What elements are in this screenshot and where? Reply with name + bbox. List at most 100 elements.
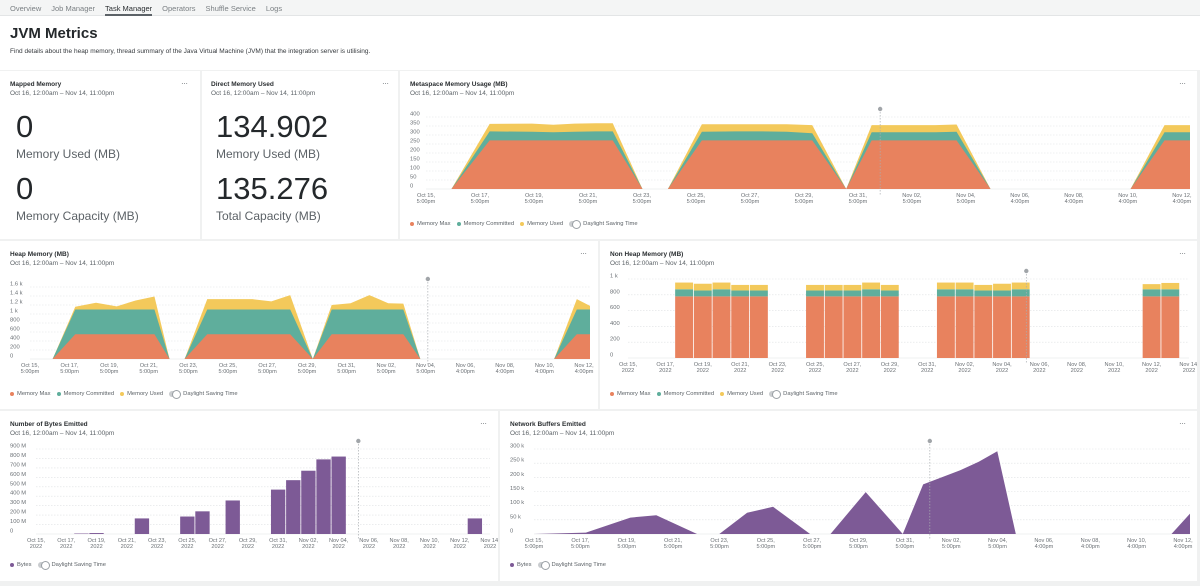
x-tick-line1: Oct 15, (525, 538, 543, 544)
more-options-button[interactable]: ··· (1179, 419, 1186, 428)
legend-label: Memory Used (127, 391, 164, 397)
y-tick-label: 1.2 k (10, 300, 23, 306)
memory-max-bar (712, 296, 731, 358)
memory-capacity-label: Memory Capacity (MB) (16, 209, 139, 223)
x-tick-label: Nov 08,4:00pm (1064, 193, 1084, 205)
y-tick-label: 800 (610, 289, 620, 295)
x-tick-label: Nov 08,2022 (390, 538, 410, 550)
toggle-switch[interactable] (37, 561, 50, 570)
x-tick-line1: Nov 10, (420, 538, 440, 544)
x-tick-label: Nov 02,5:00pm (942, 538, 962, 550)
x-tick-line1: Oct 15, (27, 538, 45, 544)
tab-logs[interactable]: Logs (265, 4, 283, 13)
x-tick-line2: 5:00pm (525, 199, 544, 205)
legend-item[interactable]: Memory Max (10, 391, 51, 397)
tab-shuffle-service[interactable]: Shuffle Service (205, 4, 256, 13)
x-tick-label: Oct 17,5:00pm (60, 363, 79, 375)
network-buffers-chart-card: Network Buffers Emitted Oct 16, 12:00am –… (500, 411, 1197, 581)
y-tick-label: 300 M (10, 500, 26, 506)
memory-committed-bar (955, 289, 974, 297)
more-options-button[interactable]: ··· (1179, 79, 1186, 88)
more-options-button[interactable]: ··· (181, 79, 188, 88)
x-tick-line2: 2022 (921, 368, 933, 374)
x-tick-line2: 4:00pm (1035, 544, 1054, 550)
legend-item[interactable]: Memory Committed (56, 391, 114, 397)
tab-job-manager[interactable]: Job Manager (51, 4, 96, 13)
y-tick-label: 100 k (510, 500, 524, 506)
x-tick-label: Nov 04,5:00pm (416, 363, 436, 375)
legend-item[interactable]: Memory Used (120, 391, 163, 397)
page-title: JVM Metrics (10, 25, 98, 42)
chart-date-range: Oct 16, 12:00am – Nov 14, 11:00pm (10, 430, 115, 437)
bytes-bar (316, 459, 331, 534)
x-tick-label: Nov 06,2022 (359, 538, 379, 550)
memory-max-bar (749, 296, 768, 358)
more-options-button[interactable]: ··· (480, 419, 487, 428)
x-tick-line1: Oct 19, (618, 538, 636, 544)
more-options-button[interactable]: ··· (382, 79, 389, 88)
toggle-switch[interactable] (169, 390, 182, 399)
x-tick-line2: 5:00pm (896, 544, 915, 550)
y-tick-label: 250 k (510, 458, 524, 464)
toggle-switch[interactable] (537, 561, 550, 570)
legend-item[interactable]: Bytes (510, 562, 532, 568)
bytes-area (719, 506, 811, 534)
legend-item[interactable]: Memory Committed (656, 391, 714, 397)
memory-used-bar (712, 282, 731, 290)
x-tick-line2: 5:00pm (579, 199, 598, 205)
memory-max-bar (1011, 296, 1030, 358)
x-tick-line1: Nov 08, (390, 538, 410, 544)
dst-toggle-label: Daylight Saving Time (551, 562, 606, 568)
toggle-switch[interactable] (769, 390, 782, 399)
dst-toggle[interactable]: Daylight Saving Time (769, 390, 838, 399)
x-tick-line2: 5:00pm (795, 199, 814, 205)
bytes-bar (225, 500, 240, 534)
x-tick-line2: 4:00pm (456, 369, 475, 375)
x-tick-label: Nov 10,2022 (420, 538, 440, 550)
x-tick-line2: 2022 (809, 368, 821, 374)
x-tick-label: Oct 29,5:00pm (795, 193, 814, 205)
x-tick-line1: Oct 15, (21, 363, 39, 369)
x-tick-label: Oct 29,5:00pm (849, 538, 868, 550)
y-tick-label: 1.4 k (10, 291, 23, 297)
legend-item[interactable]: Memory Committed (456, 221, 514, 227)
bytes-bar (331, 456, 346, 534)
tab-overview[interactable]: Overview (10, 4, 42, 13)
x-tick-label: Oct 19,5:00pm (617, 538, 636, 550)
x-tick-label: Nov 10,4:00pm (1118, 193, 1138, 205)
more-options-button[interactable]: ··· (580, 249, 587, 258)
toggle-switch[interactable] (569, 220, 582, 229)
x-tick-label: Oct 15,5:00pm (525, 538, 544, 550)
x-tick-line1: Oct 29, (881, 362, 899, 368)
memory-used-bar (936, 282, 955, 290)
legend-item[interactable]: Memory Used (720, 391, 763, 397)
dst-marker-dot (356, 438, 361, 444)
x-tick-line1: Oct 25, (806, 362, 824, 368)
legend-item[interactable]: Memory Max (610, 391, 651, 397)
dst-toggle[interactable]: Daylight Saving Time (569, 220, 638, 229)
y-tick-label: 700 M (10, 462, 26, 468)
tab-operators[interactable]: Operators (162, 4, 196, 13)
legend-item[interactable]: Memory Max (410, 221, 451, 227)
y-tick-label: 1 k (10, 309, 18, 315)
legend-item[interactable]: Memory Used (520, 221, 563, 227)
x-tick-label: Oct 21,5:00pm (664, 538, 683, 550)
tab-task-manager[interactable]: Task Manager (105, 0, 153, 16)
dst-toggle[interactable]: Daylight Saving Time (537, 561, 606, 570)
y-tick-label: 150 k (510, 486, 524, 492)
x-tick-line2: 4:00pm (496, 369, 515, 375)
x-tick-line2: 5:00pm (903, 199, 922, 205)
memory-committed-bar (1011, 289, 1030, 297)
more-options-button[interactable]: ··· (1179, 249, 1186, 258)
x-tick-label: Oct 25,5:00pm (687, 193, 706, 205)
chart-svg: 0 100 M 200 M 300 M 400 M 500 M 600 M 700 M 800 … (10, 438, 498, 550)
memory-used-label: Memory Used (MB) (16, 147, 121, 161)
legend-dot-icon (10, 563, 14, 567)
y-tick-label: 600 (10, 327, 20, 333)
memory-used-bar (824, 284, 843, 291)
dst-toggle[interactable]: Daylight Saving Time (37, 561, 106, 570)
y-tick-label: 0 (10, 354, 13, 360)
dst-toggle[interactable]: Daylight Saving Time (169, 390, 238, 399)
legend-item[interactable]: Bytes (10, 562, 32, 568)
